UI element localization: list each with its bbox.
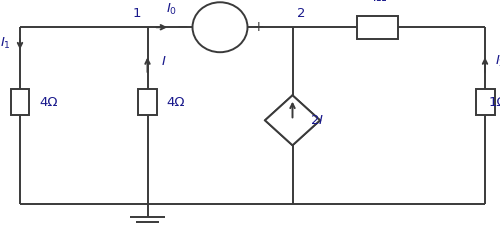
Text: 2: 2	[297, 7, 306, 20]
Text: 4Ω: 4Ω	[368, 0, 387, 4]
Text: 1: 1	[132, 7, 141, 20]
Text: $I$: $I$	[160, 55, 166, 68]
Bar	[138, 89, 157, 115]
Text: $12V$: $12V$	[206, 0, 234, 2]
Bar	[476, 89, 494, 115]
Text: +: +	[252, 20, 264, 34]
Polygon shape	[265, 95, 320, 145]
Bar	[10, 89, 29, 115]
Text: $2I$: $2I$	[310, 114, 324, 127]
Text: −: −	[176, 20, 188, 34]
Ellipse shape	[192, 2, 248, 52]
Text: $I_1$: $I_1$	[0, 36, 10, 51]
Bar	[357, 16, 398, 39]
Text: $I_2$: $I_2$	[494, 54, 500, 69]
Text: 4Ω: 4Ω	[39, 96, 58, 109]
Text: 4Ω: 4Ω	[166, 96, 185, 109]
Text: 1Ω: 1Ω	[489, 96, 500, 109]
Text: $I_0$: $I_0$	[166, 2, 177, 17]
